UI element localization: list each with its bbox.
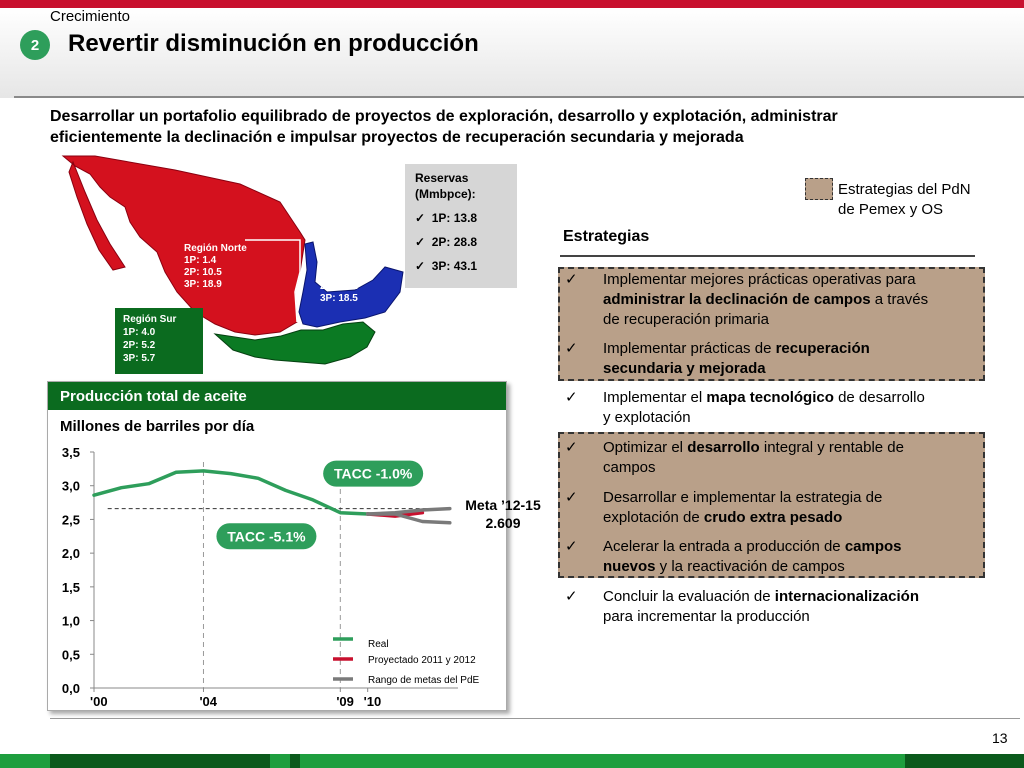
page-title: Revertir disminución en producción	[68, 30, 479, 57]
chart-y-axis-title: Millones de barriles por día	[60, 418, 255, 435]
check-icon: ✓	[565, 588, 578, 605]
region-marinas-shape	[298, 241, 404, 328]
highlight-block-2	[558, 432, 985, 578]
check-icon: ✓	[415, 235, 426, 249]
tacc-annotation-badge	[323, 460, 424, 487]
y-tick-label: 1,0	[62, 614, 80, 629]
estrategias-title: Estrategias	[563, 228, 650, 245]
check-icon: ✓	[565, 271, 578, 288]
series-line-0	[92, 469, 370, 516]
region-sur-shape	[213, 321, 376, 365]
legend-label: Estrategias del PdN de Pemex y OS	[838, 181, 971, 218]
header-background	[0, 8, 1024, 98]
region-marinas-label: Regiones Marinas 1P: 8.4 2P: 13.2 3P: 18…	[320, 245, 366, 304]
x-tick-label: '09	[336, 694, 354, 709]
series-line-3	[365, 506, 452, 516]
region-sur-label: Región Sur 1P: 4.0 2P: 5.2 3P: 5.7	[115, 308, 203, 374]
y-tick-label: 0,5	[62, 647, 80, 662]
meta-label-value: 2.609	[485, 515, 521, 531]
mexico-map	[61, 155, 404, 365]
tacc-annotation-label: TACC -5.1%	[227, 528, 306, 544]
estrategias-divider	[560, 255, 975, 257]
top-red-bar	[0, 0, 1024, 8]
meta-label: Meta ’12-15 2.609	[458, 496, 548, 532]
legend-entry-label: Proyectado 2011 y 2012	[368, 655, 476, 666]
check-icon: ✓	[565, 538, 578, 555]
footer-divider	[50, 718, 1020, 719]
reservas-item: ✓ 1P: 13.8	[415, 211, 478, 225]
highlight-block-1	[558, 267, 985, 381]
y-tick-label: 3,0	[62, 479, 80, 494]
legend-entry-label: Rango de metas del PdE	[368, 675, 480, 686]
reservas-item: ✓ 3P: 43.1	[415, 259, 478, 273]
tacc-annotation-badge	[216, 523, 317, 550]
header-divider	[14, 96, 1024, 98]
page-subtitle: Desarrollar un portafolio equilibrado de…	[50, 108, 838, 146]
bottom-bar-segment	[905, 754, 1024, 768]
y-tick-label: 0,0	[62, 681, 80, 696]
x-tick-label: '00	[90, 694, 108, 709]
y-tick-label: 3,5	[62, 445, 80, 460]
y-tick-label: 1,5	[62, 580, 80, 595]
y-tick-label: 2,0	[62, 546, 80, 561]
page-number: 13	[992, 730, 1008, 746]
bottom-bar-segment	[290, 754, 300, 768]
check-icon: ✓	[565, 389, 578, 406]
region-norte-shape	[61, 155, 306, 336]
check-icon: ✓	[415, 259, 426, 273]
y-tick-label: 2,5	[62, 512, 80, 527]
check-icon: ✓	[565, 439, 578, 456]
x-tick-label: '04	[199, 694, 217, 709]
chart-header: Producción total de aceite	[48, 382, 506, 410]
legend-swatch	[805, 178, 833, 200]
production-line-chart: 0,0 0,5 1,0 1,5 2,0 2,5 3,0 3,5 '00 '04 '09 '10 TACC…	[62, 445, 480, 709]
check-icon: ✓	[415, 211, 426, 225]
x-tick-label: '10	[364, 694, 382, 709]
section-label: Crecimiento	[50, 8, 131, 25]
section-number-badge: 2	[20, 30, 50, 60]
production-chart-panel: Producción total de aceite Millones de b…	[47, 381, 507, 711]
reservas-item: ✓ 2P: 28.8	[415, 235, 478, 249]
check-icon: ✓	[565, 489, 578, 506]
legend-entry-label: Real	[368, 639, 389, 650]
meta-label-title: Meta ’12-15	[465, 497, 541, 513]
check-icon: ✓	[565, 340, 578, 357]
tacc-annotation-label: TACC -1.0%	[334, 466, 413, 482]
bottom-bar-segment	[50, 754, 270, 768]
reservas-box: Reservas (Mmbpce): ✓ 1P: 13.8 ✓ 2P: 28.8…	[405, 164, 517, 288]
region-norte-label: Región Norte 1P: 1.4 2P: 10.5 3P: 18.9	[184, 243, 247, 290]
